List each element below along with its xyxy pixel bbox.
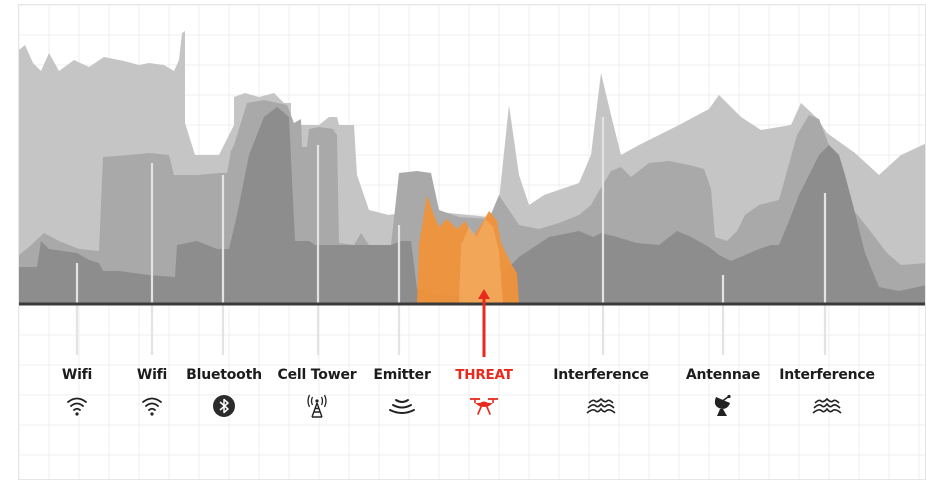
connector-lines — [75, 117, 827, 355]
signal-label-bluetooth: Bluetooth — [186, 367, 262, 383]
wifi-icon — [67, 397, 87, 416]
threat-signal-highlight — [459, 219, 503, 304]
satellite-dish-icon — [714, 394, 731, 416]
threat-arrow — [478, 289, 490, 357]
wifi-icon — [142, 397, 162, 416]
signal-label-interference-2: Interference — [779, 367, 875, 383]
interference-waves-icon — [812, 397, 842, 414]
drone-icon — [470, 398, 498, 415]
bluetooth-icon — [213, 395, 235, 417]
signal-label-threat: THREAT — [455, 367, 513, 383]
cell-tower-icon — [307, 394, 327, 418]
emitter-waves-icon — [389, 399, 415, 414]
signal-label-cell-tower: Cell Tower — [277, 367, 357, 383]
signal-label-emitter: Emitter — [373, 367, 431, 383]
signal-label-wifi-2: Wifi — [136, 367, 168, 383]
spectrum-panel: Wifi Wifi Bluetooth Cell Tower Emitter T… — [18, 4, 926, 480]
signal-label-interference-1: Interference — [553, 367, 649, 383]
signal-label-antennae: Antennae — [685, 367, 761, 383]
interference-waves-icon — [586, 397, 616, 414]
spectrum-layer-front — [19, 107, 925, 304]
spectrum-chart — [19, 5, 925, 479]
signal-label-wifi-1: Wifi — [61, 367, 93, 383]
